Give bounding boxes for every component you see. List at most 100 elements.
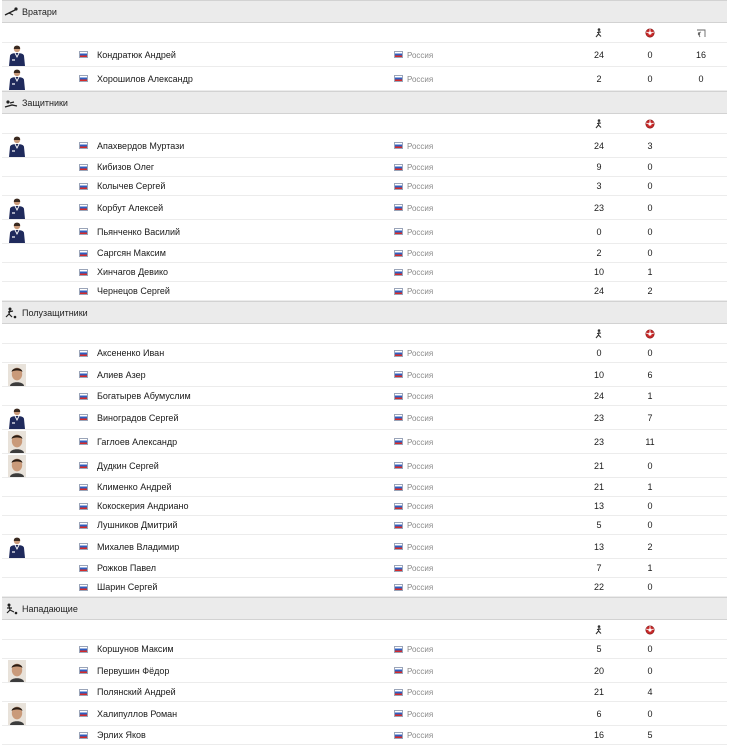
- russia-flag-icon: [79, 522, 88, 529]
- player-country: Россия: [407, 564, 434, 573]
- player-row[interactable]: Гаглоев Александр Россия 23 11: [2, 430, 727, 454]
- russia-flag-icon: [79, 565, 88, 572]
- player-name-link[interactable]: Хорошилов Александр: [97, 74, 193, 84]
- player-country: Россия: [407, 142, 434, 151]
- goals: 0: [647, 461, 653, 471]
- goals-conceded-icon: [696, 28, 706, 38]
- goals: 0: [647, 666, 653, 676]
- player-row[interactable]: Богатырев Абумуслим Россия 24 1: [2, 387, 727, 406]
- player-name-link[interactable]: Гаглоев Александр: [97, 437, 178, 447]
- player-name-link[interactable]: Михалев Владимир: [97, 542, 180, 552]
- player-name-link[interactable]: Кондратюк Андрей: [97, 50, 176, 60]
- player-name-link[interactable]: Апахвердов Муртази: [97, 141, 185, 151]
- goals: 6: [647, 370, 653, 380]
- player-row[interactable]: Саргсян Максим Россия 2 0: [2, 244, 727, 263]
- player-row[interactable]: Клименко Андрей Россия 21 1: [2, 478, 727, 497]
- russia-flag-icon: [79, 183, 88, 190]
- player-row[interactable]: Лушников Дмитрий Россия 5 0: [2, 516, 727, 535]
- player-name-link[interactable]: Богатырев Абумуслим: [97, 391, 191, 401]
- player-avatar: [8, 703, 26, 725]
- goals: 1: [647, 267, 653, 277]
- country-flag-icon: [394, 503, 403, 510]
- player-avatar: [8, 44, 26, 66]
- russia-flag-icon: [79, 350, 88, 357]
- player-name-link[interactable]: Эрлих Яков: [97, 730, 146, 740]
- player-row[interactable]: Дудкин Сергей Россия 21 0: [2, 454, 727, 478]
- goals: 0: [647, 582, 653, 592]
- russia-flag-icon: [79, 164, 88, 171]
- goals-ball-icon: [645, 119, 655, 129]
- player-name-link[interactable]: Чернецов Сергей: [97, 286, 170, 296]
- section-header: Вратари: [2, 0, 727, 23]
- player-row[interactable]: Пьянченко Василий Россия 0 0: [2, 220, 727, 244]
- country-flag-icon: [394, 667, 403, 674]
- player-name-link[interactable]: Пьянченко Василий: [97, 227, 181, 237]
- player-name-link[interactable]: Алиев Азер: [97, 370, 146, 380]
- player-row[interactable]: Виноградов Сергей Россия 23 7: [2, 406, 727, 430]
- russia-flag-icon: [79, 288, 88, 295]
- player-name-link[interactable]: Дудкин Сергей: [97, 461, 159, 471]
- player-avatar: [8, 221, 26, 243]
- player-country: Россия: [407, 75, 434, 84]
- player-row[interactable]: Шарин Сергей Россия 22 0: [2, 578, 727, 597]
- player-row[interactable]: Первушин Фёдор Россия 20 0: [2, 659, 727, 683]
- russia-flag-icon: [79, 51, 88, 58]
- player-name-link[interactable]: Виноградов Сергей: [97, 413, 179, 423]
- player-name-link[interactable]: Шарин Сергей: [97, 582, 158, 592]
- games-played-icon: [594, 625, 604, 635]
- goals: 1: [647, 391, 653, 401]
- player-name-link[interactable]: Кибизов Олег: [97, 162, 155, 172]
- player-name-link[interactable]: Рожков Павел: [97, 563, 156, 573]
- goals: 0: [647, 501, 653, 511]
- player-name-link[interactable]: Полянский Андрей: [97, 687, 176, 697]
- player-row[interactable]: Полянский Андрей Россия 21 4: [2, 683, 727, 702]
- player-row[interactable]: Хорошилов Александр Россия 2 0 0: [2, 67, 727, 91]
- player-name-link[interactable]: Корбут Алексей: [97, 203, 164, 213]
- player-row[interactable]: Алиев Азер Россия 10 6: [2, 363, 727, 387]
- player-country: Россия: [407, 51, 434, 60]
- player-row[interactable]: Кондратюк Андрей Россия 24 0 16: [2, 43, 727, 67]
- country-flag-icon: [394, 183, 403, 190]
- player-row[interactable]: Халипуллов Роман Россия 6 0: [2, 702, 727, 726]
- player-country: Россия: [407, 462, 434, 471]
- player-name-link[interactable]: Клименко Андрей: [97, 482, 172, 492]
- section-title: Нападающие: [22, 604, 78, 614]
- player-row[interactable]: Коршунов Максим Россия 5 0: [2, 640, 727, 659]
- player-name-link[interactable]: Аксененко Иван: [97, 348, 165, 358]
- player-row[interactable]: Хинчагов Девико Россия 10 1: [2, 263, 727, 282]
- player-name-link[interactable]: Лушников Дмитрий: [97, 520, 178, 530]
- player-avatar: [8, 135, 26, 157]
- russia-flag-icon: [79, 484, 88, 491]
- player-name-link[interactable]: Саргсян Максим: [97, 248, 166, 258]
- player-row[interactable]: Корбут Алексей Россия 23 0: [2, 196, 727, 220]
- player-row[interactable]: Рожков Павел Россия 7 1: [2, 559, 727, 578]
- player-row[interactable]: Чернецов Сергей Россия 24 2: [2, 282, 727, 301]
- player-avatar: [8, 68, 26, 90]
- player-row[interactable]: Аксененко Иван Россия 0 0: [2, 344, 727, 363]
- player-row[interactable]: Эрлих Яков Россия 16 5: [2, 726, 727, 745]
- games-played: 7: [596, 563, 602, 573]
- player-row[interactable]: Колычев Сергей Россия 3 0: [2, 177, 727, 196]
- player-country: Россия: [407, 249, 434, 258]
- player-country: Россия: [407, 228, 434, 237]
- goals: 0: [647, 227, 653, 237]
- player-name-link[interactable]: Хинчагов Девико: [97, 267, 169, 277]
- player-name-link[interactable]: Кокоскерия Андриано: [97, 501, 189, 511]
- games-played: 2: [596, 248, 602, 258]
- games-played: 22: [593, 582, 604, 592]
- player-row[interactable]: Кокоскерия Андриано Россия 13 0: [2, 497, 727, 516]
- player-name-link[interactable]: Первушин Фёдор: [97, 666, 170, 676]
- country-flag-icon: [394, 75, 403, 82]
- russia-flag-icon: [79, 142, 88, 149]
- section-header: Защитники: [2, 91, 727, 114]
- player-row[interactable]: Кибизов Олег Россия 9 0: [2, 158, 727, 177]
- player-row[interactable]: Михалев Владимир Россия 13 2: [2, 535, 727, 559]
- player-name-link[interactable]: Колычев Сергей: [97, 181, 166, 191]
- country-flag-icon: [394, 51, 403, 58]
- player-country: Россия: [407, 710, 434, 719]
- player-name-link[interactable]: Коршунов Максим: [97, 644, 174, 654]
- russia-flag-icon: [79, 584, 88, 591]
- section-header: Полузащитники: [2, 301, 727, 324]
- games-played-icon: [594, 28, 604, 38]
- player-row[interactable]: Апахвердов Муртази Россия 24 3: [2, 134, 727, 158]
